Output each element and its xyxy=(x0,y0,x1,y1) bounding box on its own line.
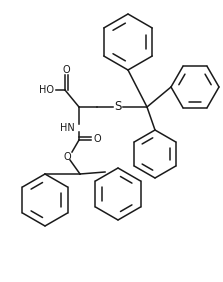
Text: S: S xyxy=(114,100,122,113)
Text: HO: HO xyxy=(39,85,54,95)
Text: O: O xyxy=(93,134,101,144)
Text: O: O xyxy=(63,152,71,162)
Text: O: O xyxy=(62,65,70,75)
Text: HN: HN xyxy=(60,123,74,133)
